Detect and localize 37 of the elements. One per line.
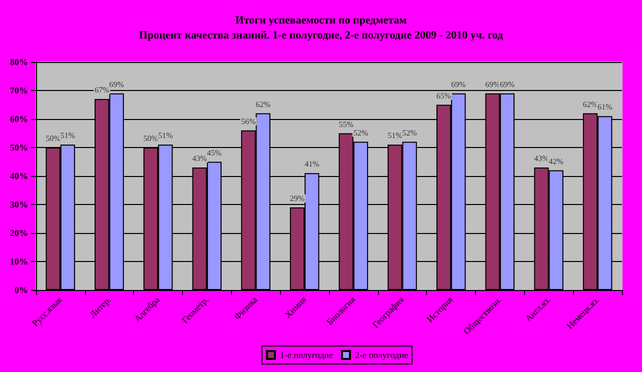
y-tick-label: 10% (10, 256, 28, 266)
y-tick-label: 50% (10, 142, 28, 152)
data-label: 43% (192, 154, 208, 163)
data-label: 50% (46, 134, 61, 143)
y-tick-label: 60% (10, 114, 28, 124)
data-label: 45% (206, 148, 222, 158)
data-label: 62% (256, 100, 271, 109)
chart-title: Итоги успеваемости по предметам (235, 14, 408, 26)
data-label: 69% (451, 80, 466, 89)
data-label: 51% (388, 131, 403, 140)
data-label: 50% (143, 134, 158, 143)
y-tick-label: 20% (10, 228, 28, 238)
data-label: 51% (158, 131, 174, 140)
chart-subtitle: Процент качества знаний. 1-е полугодие, 2-е полугодие 2009 - 2010 уч. год (138, 30, 504, 42)
y-tick-label: 70% (10, 86, 28, 96)
y-tick-label: 80% (10, 57, 28, 67)
y-tick-label: 40% (10, 171, 28, 181)
data-label: 29% (290, 194, 305, 203)
data-label: 55% (338, 120, 354, 129)
data-label: 42% (548, 156, 564, 166)
legend-label: 2-е полугодие (354, 350, 408, 360)
data-label: 65% (436, 91, 452, 100)
legend-label: 1-е полугодие (280, 350, 333, 360)
data-label: 56% (241, 116, 256, 126)
data-label: 67% (94, 86, 110, 95)
data-label: 62% (582, 100, 598, 109)
data-label: 41% (304, 160, 320, 169)
data-label: 69% (109, 80, 124, 89)
data-label: 51% (60, 131, 76, 140)
data-label: 52% (402, 128, 418, 138)
data-label: 69% (500, 80, 515, 89)
data-label: 52% (353, 128, 368, 138)
data-label: 61% (598, 102, 613, 112)
data-label: 69% (485, 80, 500, 89)
y-tick-label: 0% (14, 285, 28, 295)
y-tick-label: 30% (10, 200, 28, 210)
data-label: 43% (534, 154, 550, 163)
